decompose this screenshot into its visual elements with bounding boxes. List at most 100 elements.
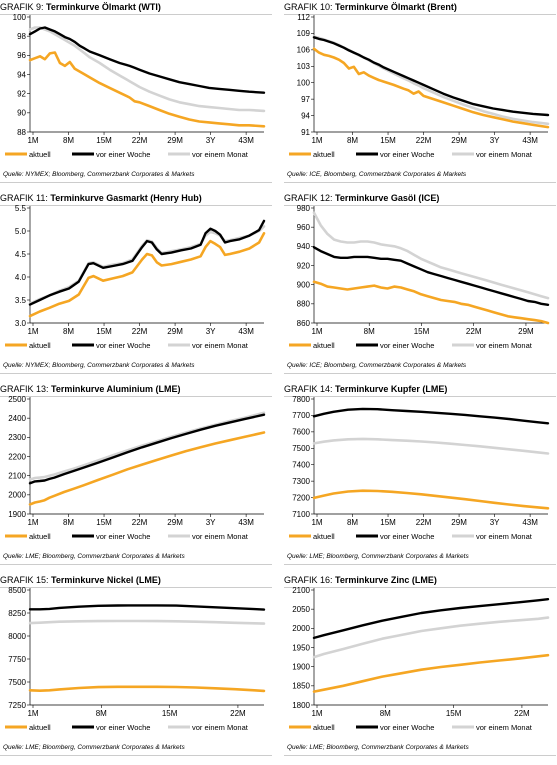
chart-source: Quelle: ICE, Bloomberg, Commerzbank Corp… xyxy=(287,171,467,178)
y-tick-label: 100 xyxy=(13,13,27,22)
y-tick-label: 8500 xyxy=(8,586,26,595)
legend-label-monat: vor einem Monat xyxy=(476,150,533,159)
y-tick-label: 8250 xyxy=(8,609,26,618)
vor-einer-woche-line xyxy=(28,26,266,94)
chart-title: GRAFIK 13: Terminkurve Aluminium (LME) xyxy=(0,384,181,396)
y-tick-label: 7250 xyxy=(8,701,26,710)
aktuell-line xyxy=(312,489,550,510)
chart-title-text: Terminkurve Gasmarkt (Henry Hub) xyxy=(50,193,202,203)
chart-panel-wti: GRAFIK 9: Terminkurve Ölmarkt (WTI) 88 90 9… xyxy=(0,2,272,191)
y-tick-label: 94 xyxy=(17,70,26,79)
x-tick-label: 3Y xyxy=(206,327,216,336)
y-tick-label: 7500 xyxy=(8,678,26,687)
chart-number: GRAFIK 10: xyxy=(284,2,333,12)
y-tick-label: 7750 xyxy=(8,655,26,664)
legend-label-woche: vor einer Woche xyxy=(96,150,150,159)
y-tick-label: 860 xyxy=(297,319,311,328)
legend-label-monat: vor einem Monat xyxy=(476,341,533,350)
x-tick-label: 29M xyxy=(167,136,183,145)
y-tick-label: 2400 xyxy=(8,414,26,423)
chart-title: GRAFIK 12: Terminkurve Gasöl (ICE) xyxy=(284,193,439,205)
legend-label-aktuell: aktuell xyxy=(313,723,335,732)
y-tick-label: 880 xyxy=(297,300,311,309)
x-tick-label: 3Y xyxy=(206,136,216,145)
vor-einer-woche-line xyxy=(312,36,550,117)
vor-einer-woche-line xyxy=(312,598,550,640)
vor-einem-monat-line xyxy=(312,211,550,300)
x-tick-label: 8M xyxy=(63,136,74,145)
y-tick-label: 2000 xyxy=(292,624,310,633)
x-tick-label: 8M xyxy=(96,709,107,718)
chart-source: Quelle: NYMEX; Bloomberg, Commerzbank Co… xyxy=(3,362,195,369)
y-tick-label: 1800 xyxy=(292,701,310,710)
x-tick-label: 1M xyxy=(27,709,38,718)
y-tick-label: 2100 xyxy=(8,471,26,480)
legend-label-woche: vor einer Woche xyxy=(380,532,434,541)
legend-label-aktuell: aktuell xyxy=(313,532,335,541)
legend-label-woche: vor einer Woche xyxy=(380,341,434,350)
x-tick-label: 43M xyxy=(522,136,538,145)
y-tick-label: 96 xyxy=(17,51,26,60)
vor-einer-woche-line xyxy=(28,413,266,485)
y-tick-label: 940 xyxy=(297,242,311,251)
chart-title-text: Terminkurve Nickel (LME) xyxy=(51,575,161,585)
y-tick-label: 2200 xyxy=(8,452,26,461)
y-tick-label: 7800 xyxy=(292,395,310,404)
legend-label-monat: vor einem Monat xyxy=(192,723,249,732)
x-tick-label: 15M xyxy=(162,709,178,718)
chart-panel-aluminium: GRAFIK 13: Terminkurve Aluminium (LME) 19… xyxy=(0,384,272,573)
chart-title: GRAFIK 11: Terminkurve Gasmarkt (Henry H… xyxy=(0,193,202,205)
x-tick-label: 15M xyxy=(414,327,430,336)
x-tick-label: 22M xyxy=(132,136,148,145)
x-tick-label: 1M xyxy=(311,518,322,527)
chart-svg: 1800 1850 1900 1950 2000 2050 2100 1M 8M 15M 22M ak… xyxy=(284,586,556,756)
y-tick-label: 112 xyxy=(297,13,310,22)
x-tick-label: 22M xyxy=(514,709,530,718)
x-tick-label: 15M xyxy=(380,518,396,527)
legend-label-woche: vor einer Woche xyxy=(380,723,434,732)
chart-title: GRAFIK 15: Terminkurve Nickel (LME) xyxy=(0,575,161,587)
x-tick-label: 8M xyxy=(380,709,391,718)
chart-source: Quelle: LME; Bloomberg, Commerzbank Corp… xyxy=(3,553,185,560)
chart-number: GRAFIK 15: xyxy=(0,575,49,585)
chart-panel-kupfer: GRAFIK 14: Terminkurve Kupfer (LME) 7100 7… xyxy=(284,384,556,573)
y-tick-label: 980 xyxy=(297,204,311,213)
y-tick-label: 109 xyxy=(297,29,311,38)
x-tick-label: 29M xyxy=(167,518,183,527)
y-tick-label: 7100 xyxy=(292,510,310,519)
vor-einer-woche-line xyxy=(312,246,550,307)
x-tick-label: 22M xyxy=(132,327,148,336)
chart-number: GRAFIK 16: xyxy=(284,575,333,585)
vor-einer-woche-line xyxy=(28,219,266,306)
legend-label-aktuell: aktuell xyxy=(29,532,51,541)
y-tick-label: 4.5 xyxy=(15,250,27,259)
vor-einem-monat-line xyxy=(28,619,266,625)
chart-svg: 860 880 900 920 940 960 980 1M 8M 15M 22M 29M aktuel… xyxy=(284,204,556,374)
y-tick-label: 2050 xyxy=(292,605,310,614)
legend-label-monat: vor einem Monat xyxy=(476,723,533,732)
chart-number: GRAFIK 14: xyxy=(284,384,333,394)
x-tick-label: 15M xyxy=(96,136,112,145)
vor-einer-woche-line xyxy=(312,407,550,425)
y-tick-label: 92 xyxy=(17,89,26,98)
x-tick-label: 3Y xyxy=(206,518,216,527)
aktuell-line xyxy=(312,280,550,325)
legend-label-aktuell: aktuell xyxy=(29,341,51,350)
aktuell-line xyxy=(28,51,266,128)
y-tick-label: 3.0 xyxy=(15,319,27,328)
chart-title: GRAFIK 16: Terminkurve Zinc (LME) xyxy=(284,575,437,587)
x-tick-label: 1M xyxy=(311,136,322,145)
y-tick-label: 100 xyxy=(297,79,311,88)
x-tick-label: 8M xyxy=(347,136,358,145)
y-tick-label: 106 xyxy=(297,46,311,55)
x-tick-label: 1M xyxy=(27,327,38,336)
chart-title-text: Terminkurve Aluminium (LME) xyxy=(51,384,181,394)
y-tick-label: 1900 xyxy=(8,510,26,519)
y-tick-label: 5.5 xyxy=(15,204,27,213)
chart-number: GRAFIK 13: xyxy=(0,384,49,394)
aktuell-line xyxy=(28,431,266,506)
vor-einer-woche-line xyxy=(28,604,266,611)
chart-panel-nickel: GRAFIK 15: Terminkurve Nickel (LME) 7250 7… xyxy=(0,575,272,764)
y-tick-label: 7600 xyxy=(292,428,310,437)
y-tick-label: 1900 xyxy=(292,662,310,671)
